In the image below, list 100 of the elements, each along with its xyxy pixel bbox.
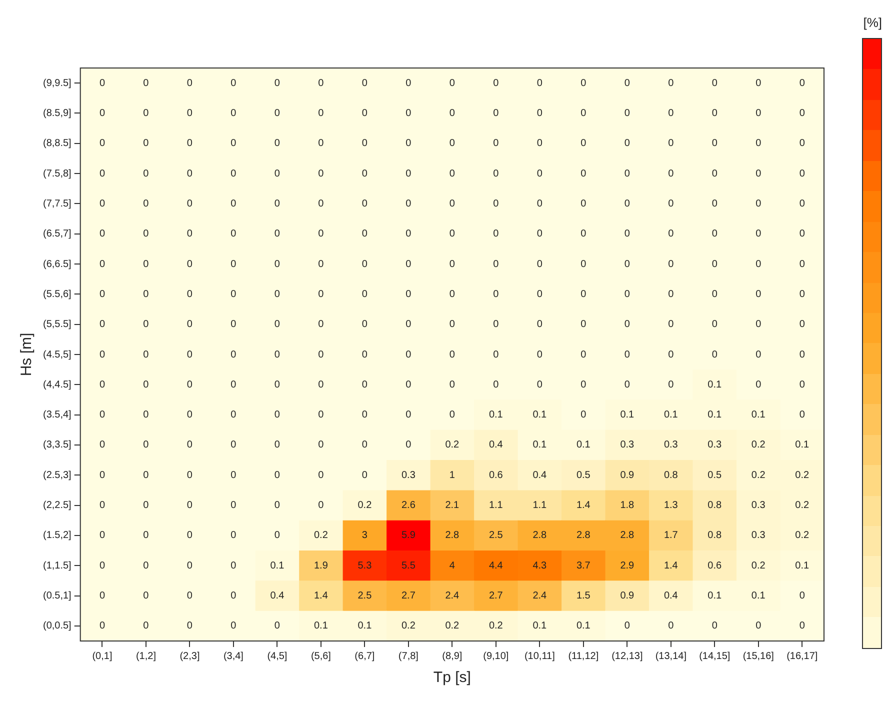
data-label: 0.4 [488,440,504,451]
data-label: 0 [624,620,630,632]
data-label: 2.8 [620,530,635,542]
data-label: 2.4 [445,590,460,602]
data-label: 0 [362,440,368,451]
data-label: 0 [143,168,150,180]
data-label: 0 [668,258,674,270]
data-label: 0 [230,78,237,89]
x-tick-label: (13,14] [655,650,687,662]
x-tick-label: (9,10] [483,650,509,662]
data-label: 0 [756,228,762,240]
data-label: 0 [230,228,237,240]
data-label: 0 [799,319,806,330]
data-label: 0 [318,410,324,421]
data-label: 0 [493,198,500,210]
data-label: 0.3 [664,440,678,451]
data-label: 0 [536,78,543,89]
data-label: 0.9 [620,470,635,481]
data-label: 0 [318,168,324,180]
data-label: 0 [230,349,237,360]
data-label: 0 [143,530,150,542]
data-label: 0 [756,258,762,270]
data-label: 0 [406,198,412,210]
data-label: 4.3 [532,560,548,572]
data-label: 0 [493,258,500,270]
data-label: 0.3 [751,530,766,542]
y-tick-label: (4.5,5] [42,349,72,360]
data-label: 0 [274,410,280,421]
data-label: 0 [624,168,630,180]
x-tick-label: (4,5] [267,650,288,662]
x-tick-label: (8,9] [442,650,462,662]
data-label: 0 [406,379,412,390]
data-label: 0 [99,108,106,119]
y-tick-label: (1,1.5] [42,560,72,572]
data-label: 1.3 [664,500,678,512]
data-label: 0 [624,228,630,240]
data-label: 0 [493,228,500,240]
data-label: 0 [362,288,368,300]
data-label: 0 [143,470,150,481]
data-label: 0 [712,349,718,360]
data-label: 0.2 [751,560,766,572]
data-label: 0.2 [445,440,460,451]
data-label: 0 [143,108,150,119]
data-label: 0 [274,349,280,360]
data-label: 0 [186,590,193,602]
data-label: 0 [318,379,324,390]
data-label: 0 [274,288,280,300]
data-label: 0 [362,258,368,270]
data-label: 0.8 [664,470,678,481]
data-label: 0 [712,78,718,89]
data-label: 0 [668,379,674,390]
x-axis-title: Tp [s] [433,669,471,686]
data-label: 0 [712,319,718,330]
data-label: 0 [624,138,630,150]
data-label: 0 [99,500,106,512]
data-label: 0 [668,108,674,119]
data-label: 0 [712,138,718,150]
data-label: 5.5 [401,560,416,572]
data-label: 0 [99,349,106,360]
data-label: 0 [756,620,762,632]
y-tick-label: (1.5,2] [42,530,72,542]
data-label: 0.3 [401,470,416,481]
data-label: 0.1 [270,560,285,572]
data-label: 0 [580,108,587,119]
data-label: 2.1 [445,500,460,512]
data-label: 0 [99,530,106,542]
data-label: 0.1 [708,379,722,390]
data-label: 0 [449,198,456,210]
y-tick-label: (8.5,9] [42,108,72,119]
data-label: 0 [624,108,630,119]
data-label: 0 [274,108,280,119]
data-label: 0 [274,500,280,512]
data-label: 0 [362,108,368,119]
y-tick-label: (2.5,3] [42,470,72,481]
y-tick-label: (6.5,7] [42,228,72,240]
data-label: 0 [493,319,500,330]
data-label: 0 [536,349,543,360]
x-tick-label: (12,13] [612,650,643,662]
data-label: 0 [318,258,324,270]
x-tick-label: (5,6] [310,650,332,662]
data-label: 0 [274,440,280,451]
data-label: 0 [230,319,237,330]
data-label: 0 [406,228,412,240]
data-label: 0 [493,108,500,119]
y-tick-label: (5,5.5] [42,319,72,330]
data-label: 0.2 [445,620,460,632]
data-label: 0 [799,228,806,240]
data-label: 0 [449,228,456,240]
data-label: 0 [99,590,106,602]
data-label: 0.6 [488,470,504,481]
data-label: 0 [668,319,674,330]
data-label: 0 [318,470,324,481]
data-label: 0 [449,78,456,89]
data-label: 0.1 [708,590,722,602]
data-label: 0.2 [795,530,810,542]
data-label: 0 [406,78,412,89]
data-label: 1.1 [532,500,548,512]
data-label: 0.2 [401,620,416,632]
data-label: 1.4 [576,500,591,512]
data-label: 0 [230,288,237,300]
